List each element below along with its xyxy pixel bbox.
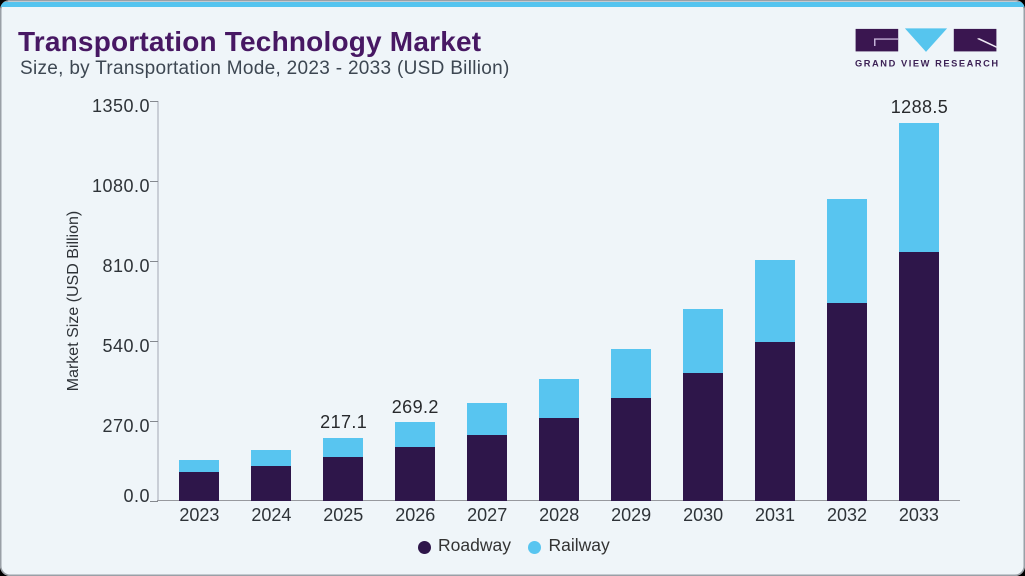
svg-text:GRAND VIEW RESEARCH: GRAND VIEW RESEARCH <box>855 59 1000 69</box>
